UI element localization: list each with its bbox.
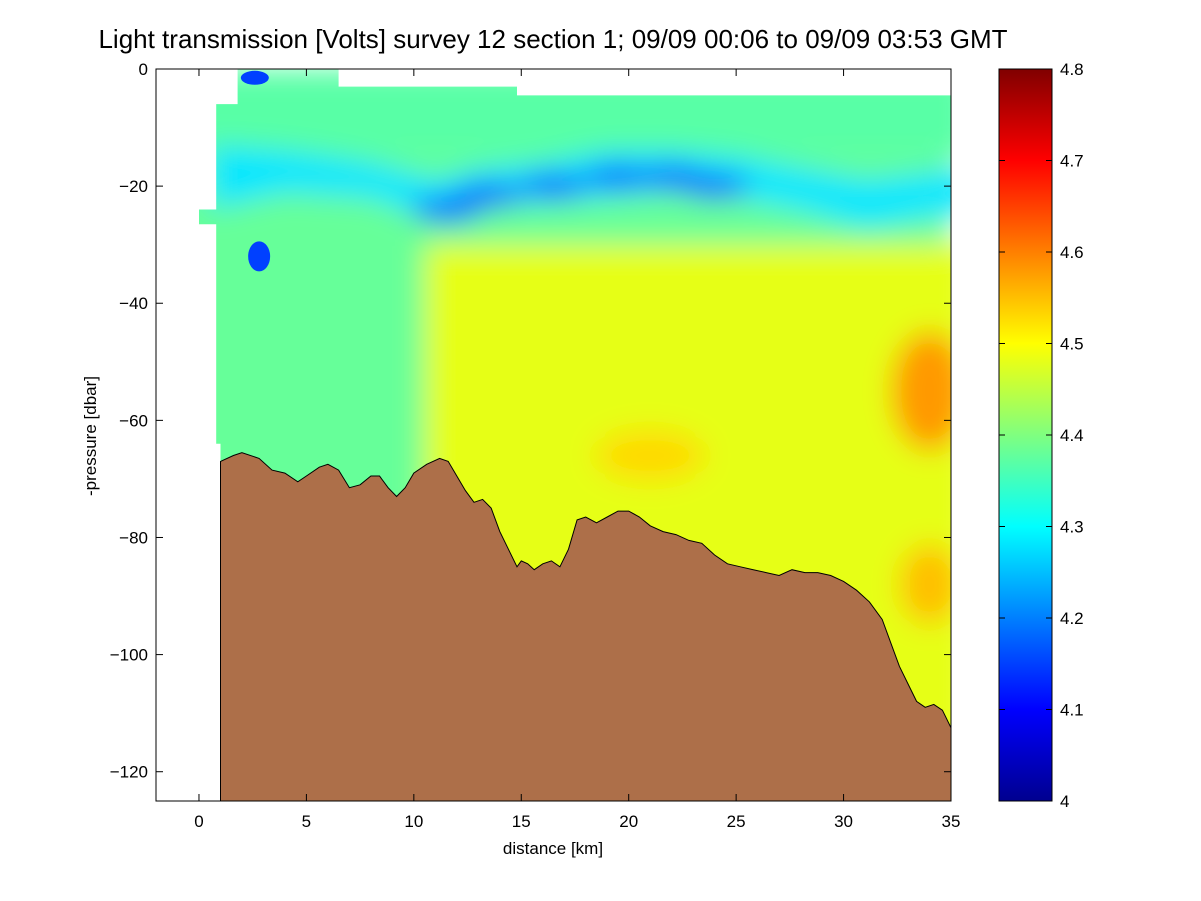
field-band-core xyxy=(680,173,749,200)
chart-title: Light transmission [Volts] survey 12 sec… xyxy=(98,24,1007,54)
field-band-core xyxy=(583,164,652,191)
x-tick-label: 25 xyxy=(727,812,746,831)
colorbar-tick-label: 4.6 xyxy=(1060,243,1084,262)
plot-frame xyxy=(155,68,952,802)
colorbar-tick-label: 4 xyxy=(1060,792,1069,811)
x-tick-label: 35 xyxy=(942,812,961,831)
field-low-spot xyxy=(240,70,269,85)
x-tick-label: 15 xyxy=(512,812,531,831)
field-band-core xyxy=(519,173,588,200)
y-tick-label: −40 xyxy=(119,294,148,313)
plot-area xyxy=(199,69,951,801)
y-tick-label: −100 xyxy=(110,646,148,665)
y-tick-label: −60 xyxy=(119,411,148,430)
x-tick-label: 0 xyxy=(194,812,203,831)
y-tick-label: −80 xyxy=(119,528,148,547)
field-surface-layer xyxy=(199,69,951,157)
x-tick-label: 10 xyxy=(404,812,423,831)
field-spots xyxy=(240,70,271,272)
y-axis-label: -pressure [dbar] xyxy=(81,376,100,496)
colorbar-tick-label: 4.2 xyxy=(1060,609,1084,628)
colorbar-tick-label: 4.3 xyxy=(1060,518,1084,537)
colorbar-tick-label: 4.8 xyxy=(1060,60,1084,79)
y-tick-label: −120 xyxy=(110,763,148,782)
y-tick-label: 0 xyxy=(139,60,148,79)
field-east-edge-high xyxy=(899,544,951,625)
y-axis: 0 −20 −40 −60 −80 −100 −120 xyxy=(110,60,951,782)
y-tick-label: −20 xyxy=(119,177,148,196)
field-band-core xyxy=(455,181,524,208)
seafloor-profile xyxy=(220,452,951,801)
field-low-spot xyxy=(248,241,271,272)
colorbar-gradient xyxy=(998,68,1053,802)
x-axis: 0 5 10 15 20 25 30 35 xyxy=(194,69,960,831)
field-east-edge-high xyxy=(891,331,951,452)
colorbar-tick-label: 4.5 xyxy=(1060,335,1084,354)
x-tick-label: 20 xyxy=(619,812,638,831)
x-axis-label: distance [km] xyxy=(503,839,603,858)
colorbar-tick-label: 4.7 xyxy=(1060,152,1084,171)
x-tick-label: 5 xyxy=(302,812,311,831)
colorbar-tick-label: 4.4 xyxy=(1060,426,1084,445)
colorbar: 4 4.1 4.2 4.3 4.4 4.5 4.6 4.7 4.8 xyxy=(998,60,1084,811)
field-mid-high xyxy=(595,430,706,481)
colorbar-tick-label: 4.1 xyxy=(1060,701,1084,720)
colorbar-ticks: 4 4.1 4.2 4.3 4.4 4.5 4.6 4.7 4.8 xyxy=(999,60,1084,811)
field-low-band xyxy=(209,145,951,228)
x-tick-label: 30 xyxy=(834,812,853,831)
